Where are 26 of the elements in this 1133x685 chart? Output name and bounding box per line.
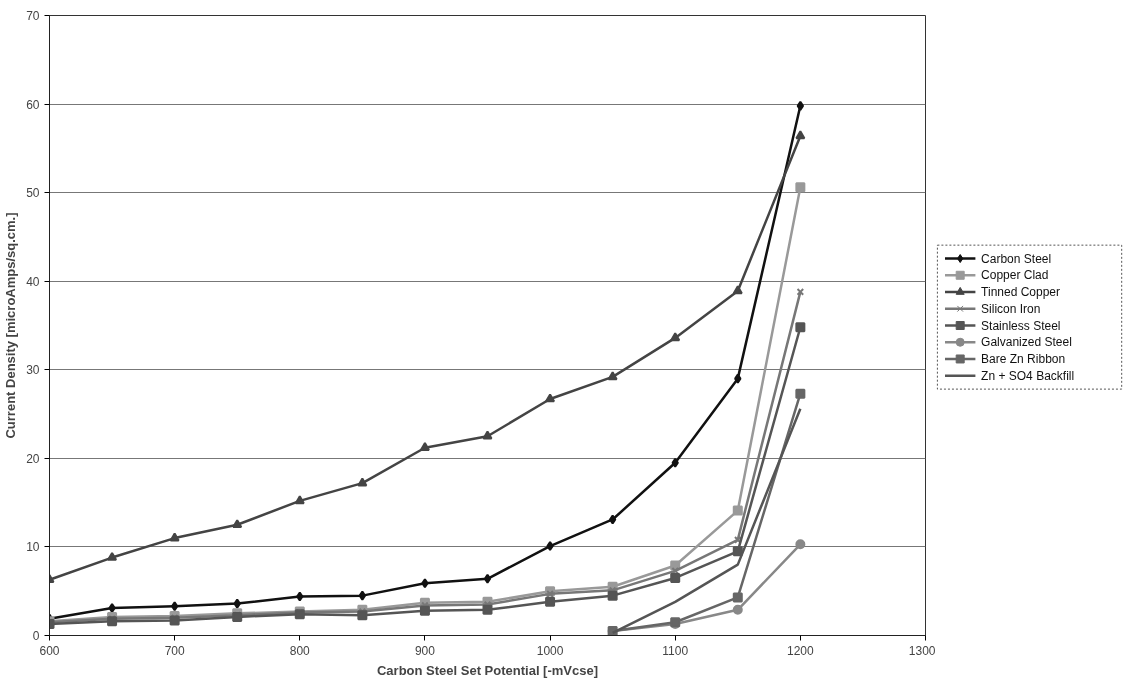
y-tick-label: 50: [26, 186, 40, 201]
y-axis-title: Current Density [microAmps/sq.cm.]: [3, 212, 19, 439]
x-tick-label: 900: [414, 643, 436, 658]
x-tick-label: 700: [164, 643, 185, 658]
x-tick-label: 1300: [908, 643, 936, 658]
y-tick-label: 0: [32, 629, 40, 643]
legend-label: Carbon Steel: [981, 251, 1052, 266]
legend-label: Silicon Iron: [981, 301, 1041, 316]
x-tick-label: 1100: [662, 643, 689, 658]
legend-label: Stainless Steel: [981, 318, 1061, 333]
y-tick-label: 60: [26, 97, 40, 112]
y-tick-label: 20: [26, 451, 40, 466]
x-tick-label: 1200: [787, 643, 815, 658]
x-tick-label: 1000: [536, 643, 564, 658]
legend-label: Copper Clad: [981, 268, 1049, 283]
y-tick-label: 30: [26, 363, 40, 378]
y-tick-label: 10: [26, 540, 40, 555]
legend-label: Galvanized Steel: [981, 335, 1072, 350]
y-tick-label: 40: [26, 274, 40, 289]
x-tick-label: 600: [39, 643, 60, 658]
y-tick-label: 70: [26, 9, 40, 23]
legend-label: Zn + SO4 Backfill: [981, 368, 1075, 383]
x-axis-title: Carbon Steel Set Potential [-mVcse]: [376, 662, 599, 678]
legend-label: Bare Zn Ribbon: [981, 351, 1066, 366]
x-tick-label: 800: [289, 643, 311, 658]
legend-label: Tinned Copper: [981, 285, 1061, 300]
